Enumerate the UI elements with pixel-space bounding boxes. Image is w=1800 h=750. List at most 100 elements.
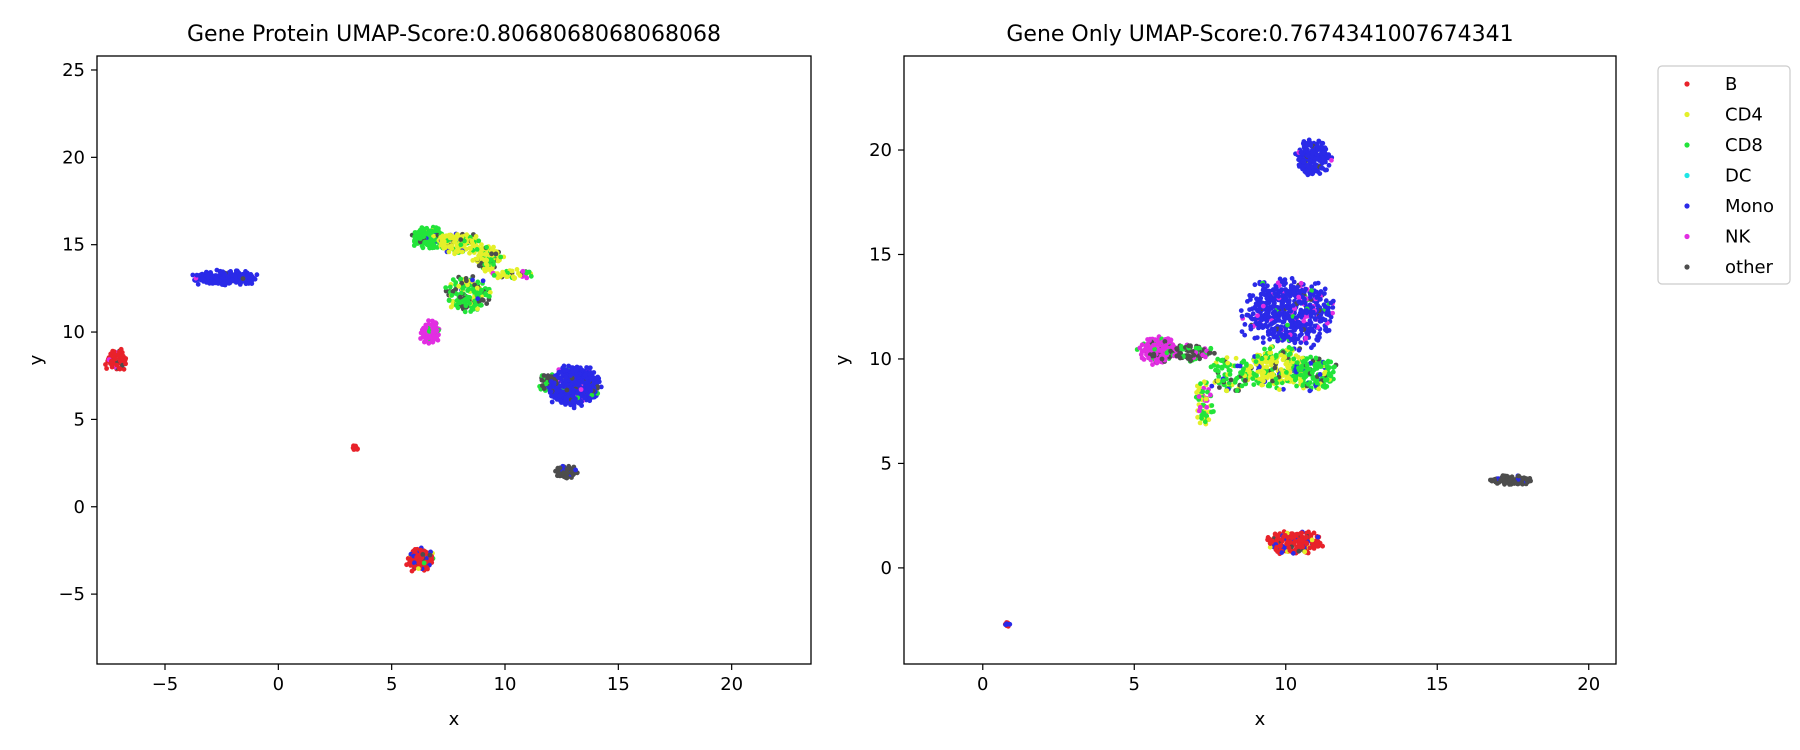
data-point-mono: [582, 395, 588, 401]
data-point-mono: [582, 372, 588, 378]
legend-marker: [1684, 142, 1690, 148]
data-point-b: [415, 553, 421, 558]
data-point-mono: [559, 400, 564, 405]
data-point-cd4: [475, 306, 480, 312]
plot-frame: [96, 55, 812, 665]
data-point-nk: [524, 275, 530, 281]
data-point-mono: [198, 272, 204, 278]
data-point-cd4: [416, 566, 421, 571]
data-point-mono: [201, 277, 207, 283]
data-point-nk: [1329, 157, 1334, 163]
data-point-other: [548, 374, 554, 379]
data-point-cd4: [491, 244, 496, 250]
data-point-mono: [1299, 313, 1305, 319]
data-point-mono: [1313, 162, 1318, 168]
data-point-cd4: [1295, 354, 1301, 360]
data-point-b: [104, 366, 109, 371]
data-point-other: [420, 552, 426, 557]
data-point-mono: [475, 296, 481, 302]
data-point-mono: [573, 467, 578, 473]
data-point-mono: [564, 367, 569, 373]
data-point-nk: [426, 318, 431, 324]
data-point-cd4: [482, 252, 488, 257]
data-point-cd8: [459, 290, 464, 296]
data-point-mono: [1282, 297, 1288, 303]
data-point-cd4: [1206, 417, 1212, 423]
data-point-mono: [1279, 302, 1285, 307]
data-point-nk: [1303, 335, 1309, 341]
data-point-mono: [1250, 311, 1256, 317]
data-point-cd4: [465, 282, 470, 288]
data-point-other: [1520, 476, 1525, 482]
data-point-cd8: [1322, 385, 1328, 390]
data-point-b: [1278, 543, 1283, 549]
data-point-cd8: [498, 254, 504, 260]
data-point-mono: [1260, 340, 1266, 345]
data-point-cd8: [1227, 368, 1233, 374]
data-point-mono: [587, 383, 592, 389]
data-point-cd4: [1233, 355, 1239, 361]
data-point-mono: [1254, 296, 1259, 302]
data-point-cd8: [1267, 346, 1273, 352]
data-point-mono: [580, 379, 586, 385]
data-point-cd8: [417, 236, 423, 241]
data-point-mono: [570, 394, 576, 399]
data-point-mono: [1314, 295, 1320, 300]
data-point-nk: [435, 332, 441, 338]
data-point-b: [123, 361, 128, 367]
data-point-mono: [1279, 279, 1285, 285]
data-point-mono: [1302, 147, 1308, 153]
data-point-other: [417, 239, 423, 245]
data-point-cd4: [474, 256, 480, 262]
data-point-cd8: [1296, 365, 1301, 371]
data-point-nk: [1330, 310, 1335, 316]
data-point-mono: [565, 393, 571, 399]
data-point-mono: [1316, 314, 1322, 320]
data-point-other: [1217, 385, 1222, 390]
data-point-mono: [1209, 383, 1215, 389]
data-point-b: [1298, 537, 1304, 543]
data-point-cd4: [1215, 378, 1221, 384]
data-point-mono: [1278, 327, 1284, 332]
data-point-cd4: [1267, 544, 1273, 550]
data-point-mono: [576, 381, 582, 387]
data-point-mono: [1318, 289, 1324, 294]
data-point-mono: [1312, 323, 1318, 329]
data-point-cd4: [509, 268, 515, 274]
data-point-cd4: [469, 238, 475, 244]
data-point-cd8: [1301, 375, 1307, 380]
data-point-cd4: [1274, 359, 1280, 365]
data-point-cd4: [1259, 382, 1265, 388]
data-point-mono: [1286, 300, 1292, 305]
data-point-mono: [1326, 162, 1332, 168]
data-point-cd4: [497, 273, 502, 279]
data-point-mono: [235, 278, 241, 284]
data-point-mono: [1312, 316, 1318, 321]
data-point-mono: [1319, 165, 1324, 171]
data-point-other: [1159, 356, 1165, 362]
data-point-mono: [1261, 288, 1267, 294]
data-point-mono: [1266, 292, 1272, 298]
data-point-cd8: [478, 290, 483, 296]
data-point-mono: [1306, 163, 1311, 169]
data-point-cd8: [1243, 381, 1249, 387]
data-point-mono: [1249, 316, 1255, 321]
data-point-mono: [1281, 319, 1287, 324]
data-point-mono: [1269, 321, 1275, 327]
data-point-mono: [1003, 622, 1008, 628]
data-point-other: [1498, 477, 1503, 483]
data-point-mono: [1249, 306, 1255, 312]
data-point-other: [1512, 479, 1518, 485]
data-point-nk: [1196, 408, 1202, 414]
data-point-other: [561, 470, 566, 476]
data-point-mono: [1260, 335, 1266, 340]
data-point-cd4: [463, 246, 469, 252]
data-point-mono: [1298, 340, 1304, 345]
panel-title: Gene Protein UMAP-Score:0.80680680680680…: [187, 22, 721, 47]
data-point-mono: [190, 272, 196, 278]
data-point-mono: [1325, 154, 1330, 160]
data-point-cd8: [1310, 376, 1316, 381]
data-point-cd8: [1265, 383, 1271, 389]
x-tick-label: 0: [977, 674, 988, 695]
